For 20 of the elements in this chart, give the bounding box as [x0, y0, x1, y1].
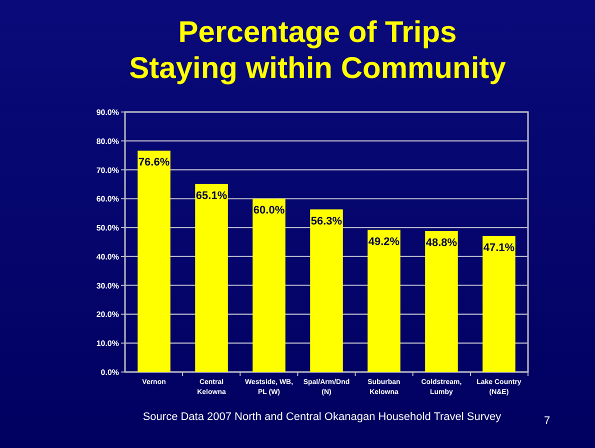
data-label: 47.1% [483, 242, 515, 254]
chart-title: Percentage of Trips Staying within Community [129, 16, 506, 85]
data-label: 60.0% [253, 204, 285, 217]
y-tick-label: 80.0% [96, 136, 119, 146]
y-tick-label: 30.0% [96, 281, 119, 290]
y-tick-label: 0.0% [100, 368, 119, 377]
data-label: 49.2% [368, 236, 400, 248]
y-tick-label: 50.0% [96, 224, 119, 233]
data-label: 65.1% [196, 190, 228, 202]
y-tick-label: 70.0% [96, 166, 119, 175]
y-tick-label: 10.0% [96, 339, 119, 348]
source-note: Source Data 2007 North and Central Okanagan Household Travel Survey [142, 411, 502, 423]
data-label: 48.8% [426, 237, 458, 250]
data-label: 56.3% [310, 215, 342, 228]
text: 7 [544, 415, 550, 427]
y-tick-label: 90.0% [96, 108, 119, 117]
y-tick-label: 40.0% [96, 252, 119, 262]
y-tick-label: 20.0% [96, 310, 119, 320]
y-tick-label: 60.0% [96, 194, 119, 204]
data-label: 76.6% [138, 156, 170, 169]
